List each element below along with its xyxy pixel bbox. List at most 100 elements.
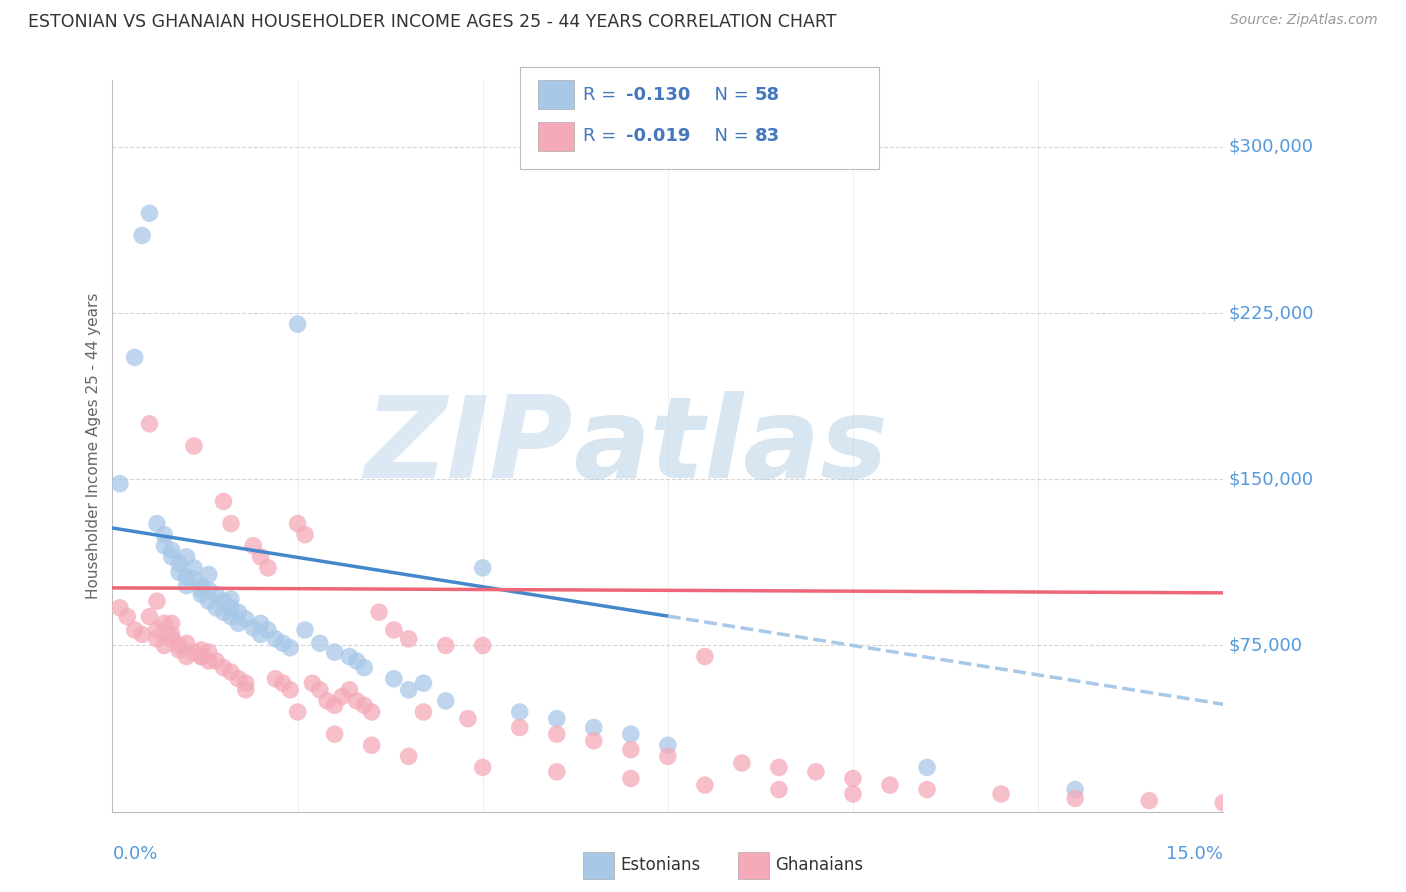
Point [360, 705, 382, 719]
Point [693, 649, 716, 664]
Point [316, 694, 339, 708]
Point [183, 561, 205, 575]
Point [167, 639, 190, 653]
Point [131, 228, 153, 243]
Point [190, 649, 212, 664]
Text: $225,000: $225,000 [1229, 304, 1315, 322]
Point [160, 543, 183, 558]
Text: -0.019: -0.019 [626, 128, 690, 145]
Point [308, 636, 330, 650]
Point [242, 621, 264, 635]
Point [271, 636, 294, 650]
Point [183, 645, 205, 659]
Point [160, 627, 183, 641]
Point [546, 727, 568, 741]
Point [990, 787, 1012, 801]
Point [382, 623, 405, 637]
Point [509, 705, 531, 719]
Point [190, 587, 212, 601]
Point [138, 609, 160, 624]
Point [212, 594, 235, 608]
Point [176, 570, 198, 584]
Point [1064, 791, 1087, 805]
Text: 0.0%: 0.0% [112, 845, 157, 863]
Point [339, 682, 361, 697]
Point [146, 594, 169, 608]
Point [323, 645, 346, 659]
Point [219, 600, 242, 615]
Point [287, 317, 309, 331]
Point [153, 639, 176, 653]
Point [131, 627, 153, 641]
Point [167, 643, 190, 657]
Point [287, 705, 309, 719]
Point [1137, 794, 1160, 808]
Point [353, 660, 375, 674]
Point [190, 583, 212, 598]
Point [360, 738, 382, 752]
Point [228, 605, 250, 619]
Point [271, 676, 294, 690]
Point [138, 417, 160, 431]
Point [471, 561, 494, 575]
Point [294, 527, 316, 541]
Point [153, 616, 176, 631]
Text: 15.0%: 15.0% [1166, 845, 1223, 863]
Point [235, 676, 257, 690]
Point [768, 760, 790, 774]
Point [509, 721, 531, 735]
Point [546, 764, 568, 779]
Point [731, 756, 754, 770]
Point [235, 612, 257, 626]
Point [205, 587, 228, 601]
Point [197, 654, 219, 668]
Point [176, 579, 198, 593]
Point [146, 623, 169, 637]
Point [249, 616, 271, 631]
Point [657, 749, 679, 764]
Text: 58: 58 [755, 86, 780, 103]
Point [146, 516, 169, 531]
Point [219, 591, 242, 606]
Text: R =: R = [583, 128, 623, 145]
Point [138, 206, 160, 220]
Point [457, 712, 479, 726]
Point [242, 539, 264, 553]
Text: -0.130: -0.130 [626, 86, 690, 103]
Point [915, 760, 938, 774]
Point [219, 609, 242, 624]
Point [620, 742, 643, 756]
Point [1064, 782, 1087, 797]
Point [205, 654, 228, 668]
Point [412, 676, 434, 690]
Point [353, 698, 375, 713]
Point [197, 594, 219, 608]
Point [620, 772, 643, 786]
Point [301, 676, 323, 690]
Point [219, 665, 242, 679]
Point [212, 660, 235, 674]
Point [264, 632, 287, 646]
Text: $75,000: $75,000 [1229, 637, 1303, 655]
Text: $150,000: $150,000 [1229, 470, 1313, 488]
Point [323, 727, 346, 741]
Point [124, 351, 146, 365]
Point [412, 705, 434, 719]
Point [146, 632, 169, 646]
Point [278, 682, 301, 697]
Point [368, 605, 391, 619]
Point [205, 600, 228, 615]
Point [190, 649, 212, 664]
Point [382, 672, 405, 686]
Point [308, 682, 330, 697]
Point [257, 561, 280, 575]
Text: 83: 83 [755, 128, 780, 145]
Point [219, 516, 242, 531]
Point [346, 654, 368, 668]
Point [228, 616, 250, 631]
Point [546, 712, 568, 726]
Text: R =: R = [583, 86, 623, 103]
Point [124, 623, 146, 637]
Point [842, 787, 865, 801]
Point [183, 439, 205, 453]
